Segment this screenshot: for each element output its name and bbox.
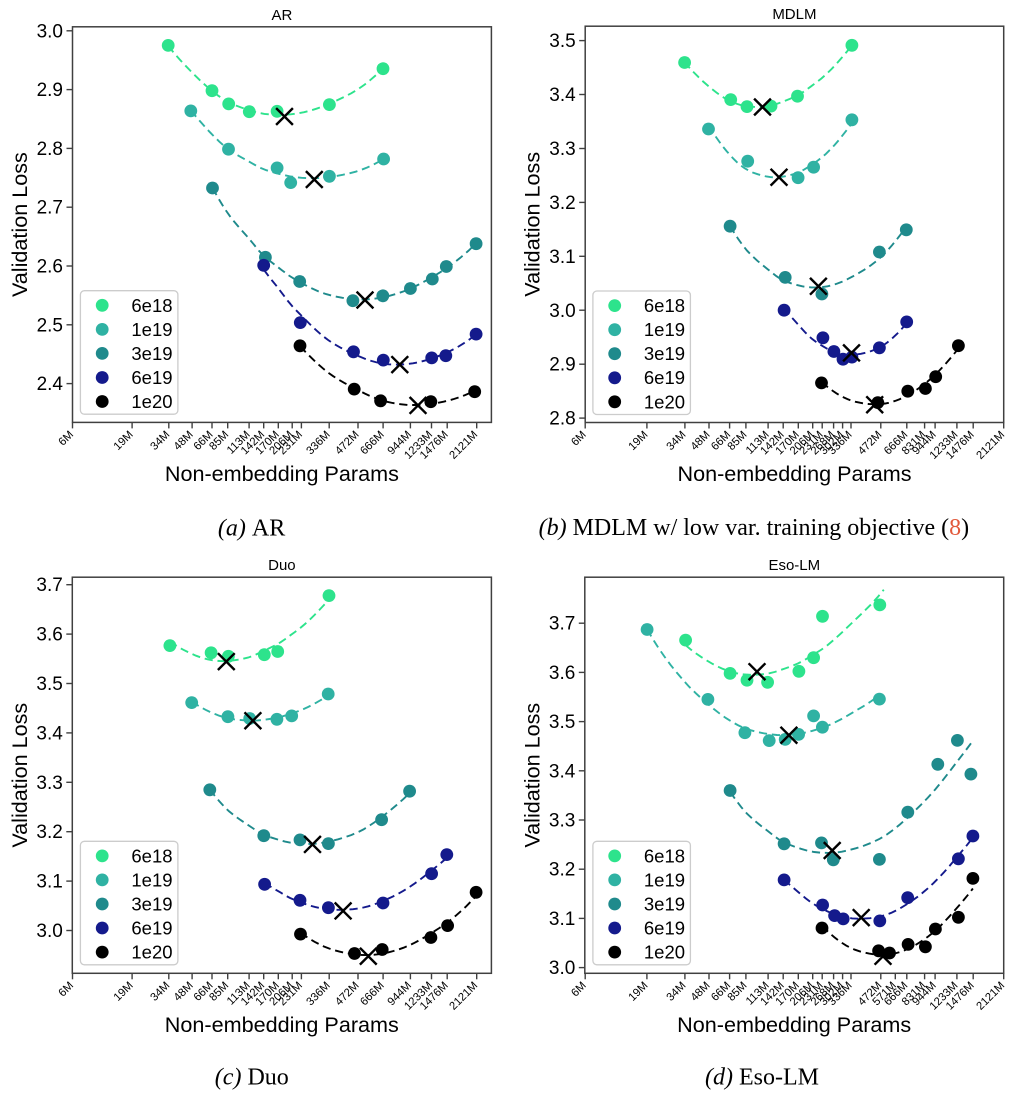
svg-text:3.3: 3.3 [549, 811, 575, 832]
svg-text:3.4: 3.4 [549, 85, 576, 106]
svg-text:6e19: 6e19 [644, 367, 685, 388]
svg-text:3.2: 3.2 [549, 860, 575, 881]
svg-text:MDLM: MDLM [772, 6, 816, 23]
svg-text:1e19: 1e19 [644, 869, 685, 890]
svg-text:2.9: 2.9 [37, 80, 63, 101]
svg-text:3.0: 3.0 [549, 301, 575, 322]
svg-text:3.0: 3.0 [37, 21, 63, 42]
svg-text:Non-embedding Params: Non-embedding Params [677, 1012, 911, 1037]
svg-text:Validation Loss: Validation Loss [520, 152, 545, 297]
svg-text:AR: AR [271, 7, 292, 24]
svg-text:2.8: 2.8 [549, 409, 575, 430]
svg-text:1e20: 1e20 [131, 942, 172, 963]
svg-text:6e19: 6e19 [644, 918, 685, 939]
svg-text:6e19: 6e19 [131, 918, 172, 939]
svg-text:1e19: 1e19 [131, 319, 172, 340]
svg-text:3.6: 3.6 [549, 663, 575, 684]
svg-text:3.6: 3.6 [36, 625, 62, 646]
svg-text:3.5: 3.5 [549, 31, 575, 52]
svg-text:1e20: 1e20 [131, 391, 172, 412]
svg-text:Eso-LM: Eso-LM [768, 557, 820, 574]
svg-text:(d) Eso-LM: (d) Eso-LM [705, 1065, 819, 1091]
svg-text:3.2: 3.2 [549, 193, 575, 214]
svg-text:6e18: 6e18 [644, 845, 685, 866]
svg-text:3e19: 3e19 [131, 894, 172, 915]
svg-text:3.5: 3.5 [36, 674, 62, 695]
svg-text:1e19: 1e19 [131, 869, 172, 890]
svg-text:3e19: 3e19 [131, 343, 172, 364]
svg-text:2.8: 2.8 [37, 139, 63, 160]
svg-text:3.4: 3.4 [549, 761, 576, 782]
svg-text:(a) AR: (a) AR [218, 515, 285, 541]
svg-text:(b) MDLM w/ low var. training: (b) MDLM w/ low var. training objective … [539, 515, 970, 541]
svg-text:3.7: 3.7 [549, 614, 575, 635]
svg-text:3.0: 3.0 [549, 958, 575, 979]
svg-text:3.3: 3.3 [549, 139, 575, 160]
svg-text:3.3: 3.3 [36, 773, 62, 794]
svg-text:1e19: 1e19 [644, 319, 685, 340]
svg-text:2.6: 2.6 [37, 257, 63, 278]
svg-text:Validation Loss: Validation Loss [7, 152, 32, 297]
svg-text:Validation Loss: Validation Loss [7, 703, 32, 848]
svg-text:6e18: 6e18 [131, 845, 172, 866]
svg-text:3.2: 3.2 [36, 822, 62, 843]
svg-text:Duo: Duo [268, 557, 296, 574]
svg-text:2.7: 2.7 [37, 198, 63, 219]
svg-text:(c) Duo: (c) Duo [215, 1065, 289, 1091]
svg-text:3e19: 3e19 [644, 343, 685, 364]
svg-text:Validation Loss: Validation Loss [519, 703, 544, 848]
svg-text:6e19: 6e19 [131, 367, 172, 388]
svg-text:3.4: 3.4 [36, 723, 63, 744]
svg-text:2.5: 2.5 [37, 315, 63, 336]
svg-text:3.7: 3.7 [36, 575, 62, 596]
svg-text:3.0: 3.0 [36, 921, 62, 942]
svg-text:1e20: 1e20 [644, 942, 685, 963]
svg-text:Non-embedding Params: Non-embedding Params [677, 461, 911, 486]
svg-text:3.1: 3.1 [36, 872, 62, 893]
svg-text:Non-embedding Params: Non-embedding Params [165, 461, 399, 486]
svg-text:6e18: 6e18 [131, 295, 172, 316]
svg-text:3e19: 3e19 [644, 894, 685, 915]
svg-text:3.1: 3.1 [549, 247, 575, 268]
svg-text:1e20: 1e20 [644, 391, 685, 412]
svg-text:2.9: 2.9 [549, 355, 575, 376]
svg-text:3.1: 3.1 [549, 909, 575, 930]
svg-text:2.4: 2.4 [37, 374, 64, 395]
svg-text:6e18: 6e18 [644, 295, 685, 316]
svg-text:3.5: 3.5 [549, 712, 575, 733]
svg-text:Non-embedding Params: Non-embedding Params [165, 1012, 399, 1037]
